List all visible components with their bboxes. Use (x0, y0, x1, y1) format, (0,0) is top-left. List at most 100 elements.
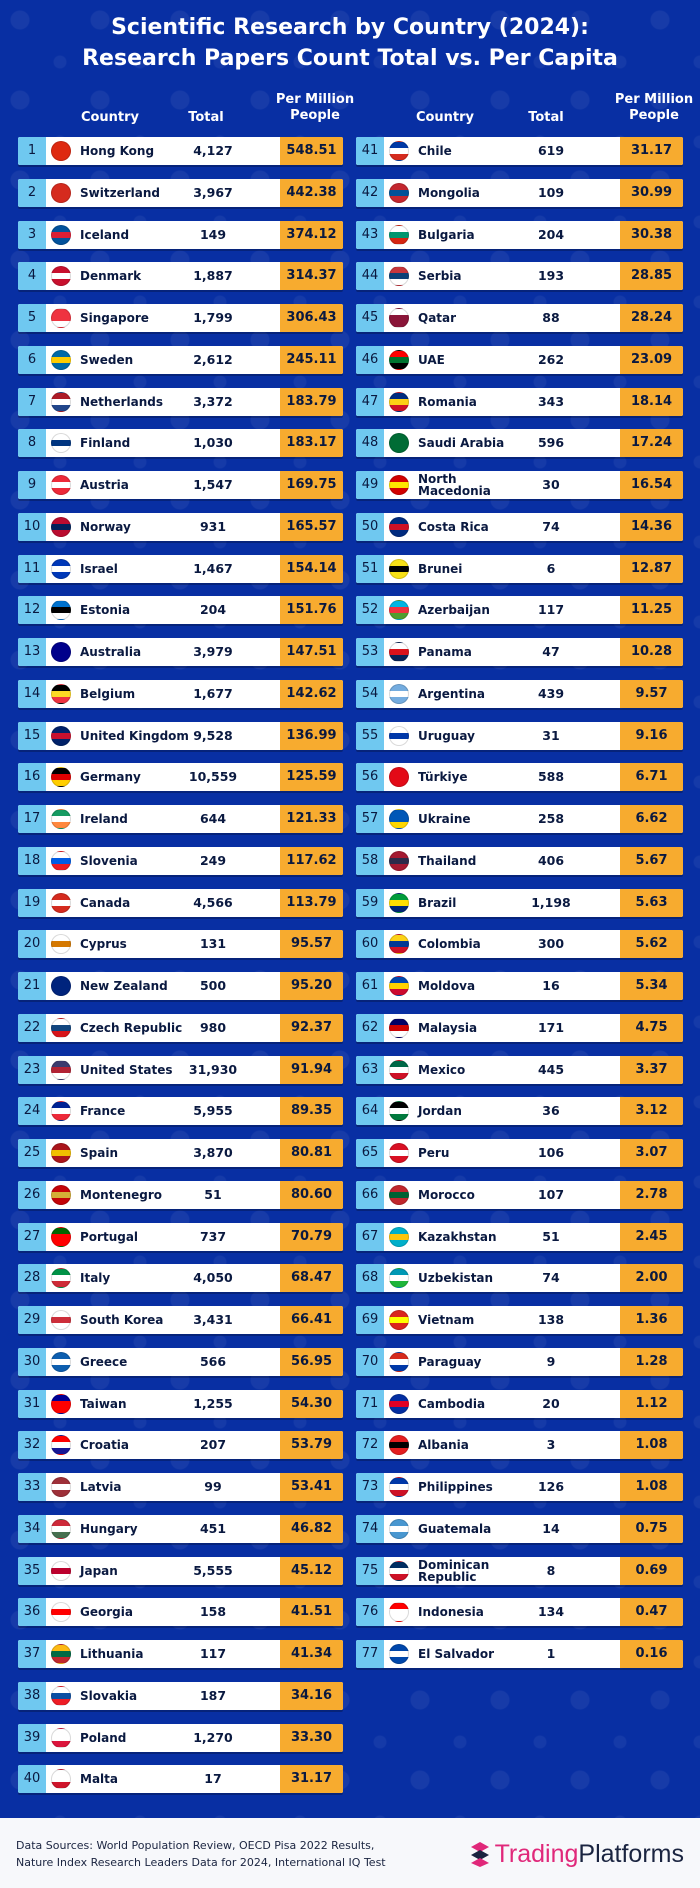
country-flag-icon (51, 1561, 71, 1581)
rank-cell: 17 (18, 805, 46, 833)
rank-cell: 51 (356, 555, 384, 583)
country-flag-icon (51, 1769, 71, 1789)
total-papers: 1,270 (193, 1730, 233, 1745)
table-row: 23 United States 31,930 91.94 (18, 1056, 343, 1084)
country-name: Cambodia (418, 1397, 486, 1411)
country-flag-icon (389, 1561, 409, 1581)
country-name: Colombia (418, 937, 481, 951)
rank-cell: 14 (18, 680, 46, 708)
per-million-value: 53.41 (280, 1473, 343, 1501)
country-name: Albania (418, 1438, 469, 1452)
rank-cell: 67 (356, 1223, 384, 1251)
rank-cell: 45 (356, 304, 384, 332)
total-papers: 88 (542, 310, 560, 325)
per-million-value: 1.36 (620, 1306, 683, 1334)
table-row: 10 Norway 931 165.57 (18, 513, 343, 541)
trading-platforms-logo-icon (470, 1842, 489, 1867)
total-papers: 16 (542, 978, 560, 993)
country-name: Belgium (80, 687, 136, 701)
country-name: Ukraine (418, 812, 471, 826)
country-flag-icon (389, 726, 409, 746)
rank-cell: 76 (356, 1598, 384, 1626)
country-flag-icon (51, 1060, 71, 1080)
per-million-value: 92.37 (280, 1014, 343, 1042)
per-million-value: 113.79 (280, 889, 343, 917)
country-flag-icon (51, 1394, 71, 1414)
rank-cell: 7 (18, 388, 46, 416)
country-name: Brazil (418, 896, 457, 910)
rank-cell: 62 (356, 1014, 384, 1042)
table-row: 67 Kazakhstan 51 2.45 (356, 1223, 683, 1251)
total-papers: 737 (199, 1229, 227, 1244)
country-flag-icon (389, 308, 409, 328)
per-million-value: 0.75 (620, 1515, 683, 1543)
table-row: 39 Poland 1,270 33.30 (18, 1724, 343, 1752)
table-row: 37 Lithuania 117 41.34 (18, 1640, 343, 1668)
rank-cell: 2 (18, 179, 46, 207)
total-papers: 109 (537, 185, 565, 200)
total-papers: 20 (542, 1396, 560, 1411)
table-row: 40 Malta 17 31.17 (18, 1765, 343, 1793)
country-flag-icon (51, 1644, 71, 1664)
table-row: 65 Peru 106 3.07 (356, 1139, 683, 1167)
country-name: Indonesia (418, 1605, 484, 1619)
total-papers: 980 (199, 1020, 227, 1035)
rank-cell: 58 (356, 847, 384, 875)
total-papers: 106 (537, 1145, 565, 1160)
rank-cell: 54 (356, 680, 384, 708)
table-row: 7 Netherlands 3,372 183.79 (18, 388, 343, 416)
country-flag-icon (389, 433, 409, 453)
country-name: Lithuania (80, 1647, 144, 1661)
total-papers: 131 (199, 936, 227, 951)
table-row: 66 Morocco 107 2.78 (356, 1181, 683, 1209)
total-papers: 3,431 (193, 1312, 233, 1327)
table-row: 45 Qatar 88 28.24 (356, 304, 683, 332)
total-papers: 931 (199, 519, 227, 534)
total-papers: 500 (199, 978, 227, 993)
country-name: Malaysia (418, 1021, 478, 1035)
rank-cell: 71 (356, 1390, 384, 1418)
per-million-value: 5.62 (620, 930, 683, 958)
country-name: Montenegro (80, 1188, 163, 1202)
country-flag-icon (51, 1101, 71, 1121)
table-row: 29 South Korea 3,431 66.41 (18, 1306, 343, 1334)
country-name: North Macedonia (418, 472, 491, 498)
total-papers: 451 (199, 1521, 227, 1536)
country-name: Singapore (80, 311, 149, 325)
per-million-value: 0.69 (620, 1557, 683, 1585)
total-papers: 187 (199, 1688, 227, 1703)
per-million-value: 54.30 (280, 1390, 343, 1418)
per-million-value: 3.07 (620, 1139, 683, 1167)
per-million-value: 154.14 (280, 555, 343, 583)
table-row: 72 Albania 3 1.08 (356, 1431, 683, 1459)
country-flag-icon (389, 1268, 409, 1288)
rank-cell: 69 (356, 1306, 384, 1334)
country-name: Canada (80, 896, 131, 910)
per-million-value: 95.20 (280, 972, 343, 1000)
total-papers: 4,127 (193, 143, 233, 158)
table-row: 6 Sweden 2,612 245.11 (18, 346, 343, 374)
per-million-value: 2.78 (620, 1181, 683, 1209)
rank-cell: 72 (356, 1431, 384, 1459)
table-row: 27 Portugal 737 70.79 (18, 1223, 343, 1251)
total-papers: 74 (542, 1270, 560, 1285)
page-title: Scientific Research by Country (2024): R… (0, 12, 700, 74)
per-million-value: 30.99 (620, 179, 683, 207)
per-million-value: 23.09 (620, 346, 683, 374)
country-name: Costa Rica (418, 520, 489, 534)
total-papers: 36 (542, 1103, 560, 1118)
per-million-value: 3.37 (620, 1056, 683, 1084)
rank-cell: 32 (18, 1431, 46, 1459)
per-million-value: 56.95 (280, 1348, 343, 1376)
total-papers: 566 (199, 1354, 227, 1369)
country-name: Philippines (418, 1480, 493, 1494)
rank-cell: 21 (18, 972, 46, 1000)
country-name: Mexico (418, 1063, 466, 1077)
rank-cell: 24 (18, 1097, 46, 1125)
per-million-value: 31.17 (280, 1765, 343, 1793)
country-name: Estonia (80, 603, 131, 617)
rank-cell: 33 (18, 1473, 46, 1501)
table-row: 25 Spain 3,870 80.81 (18, 1139, 343, 1167)
country-name: South Korea (80, 1313, 164, 1327)
per-million-value: 17.24 (620, 429, 683, 457)
